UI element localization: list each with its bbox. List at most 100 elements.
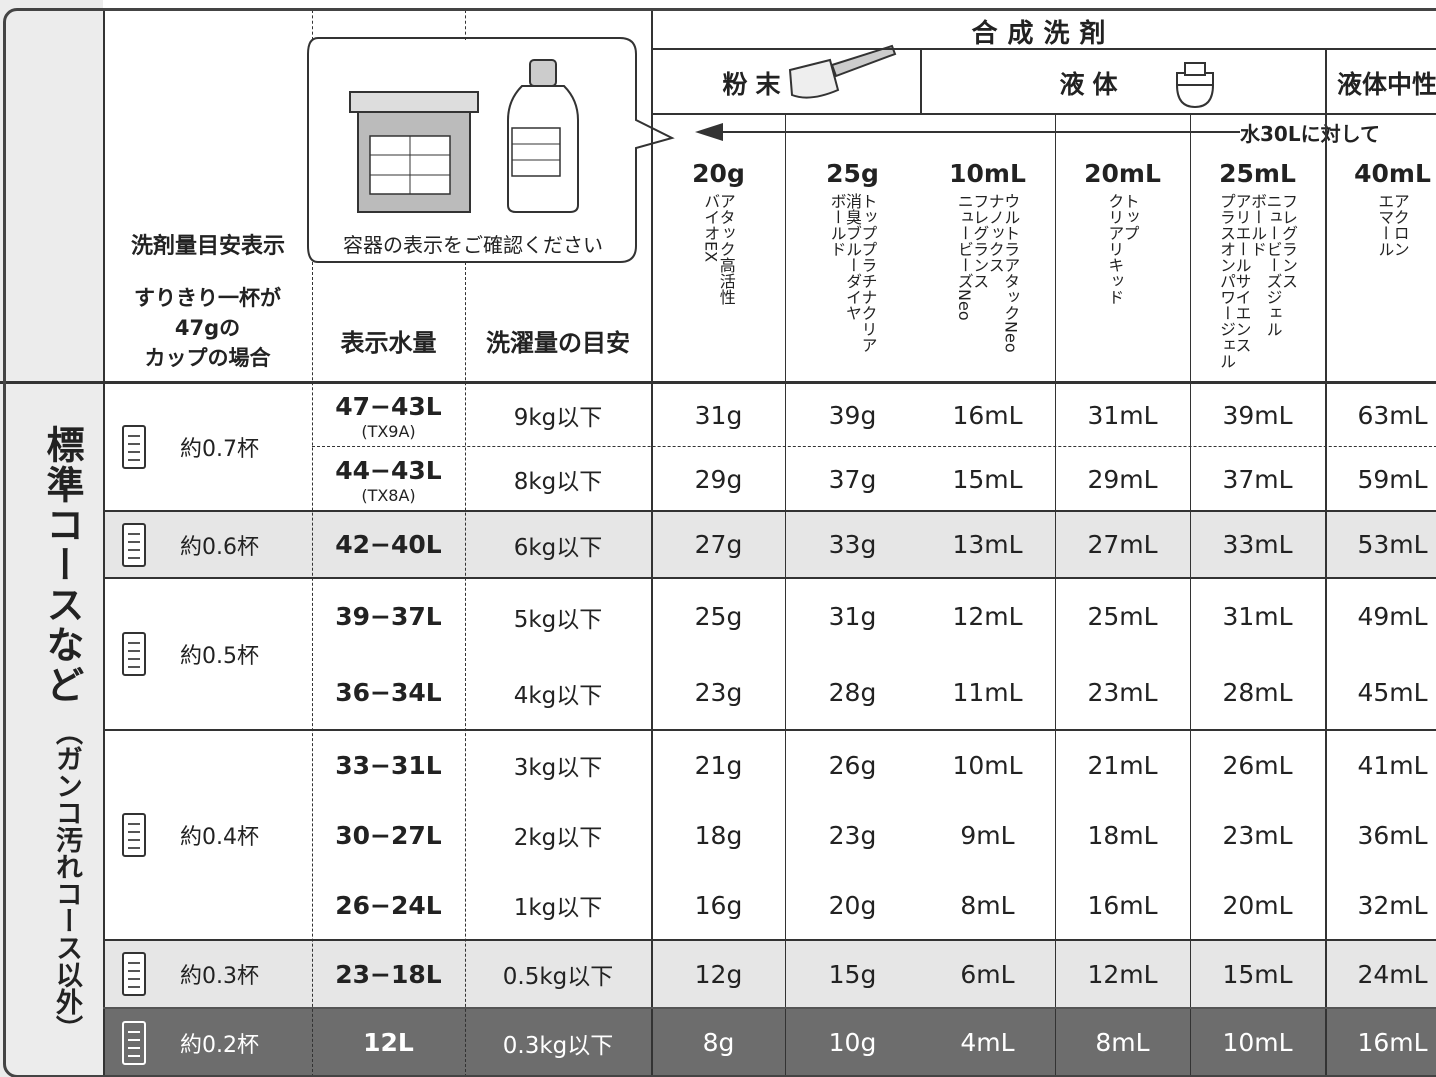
dose-value: 15mL <box>952 464 1023 494</box>
row-bg <box>103 940 1436 1008</box>
product-name: アクロン <box>1390 193 1410 257</box>
dose-value: 49mL <box>1357 602 1428 631</box>
product-name: プラスオンパワージェル <box>1217 193 1236 369</box>
h-line <box>103 1007 1436 1009</box>
water-range: 12L <box>363 1028 414 1057</box>
dose-amount: 20g <box>692 158 745 188</box>
water-header: 表示水量 <box>340 328 437 357</box>
dose-value: 39mL <box>1222 400 1293 430</box>
v-line <box>651 10 653 1077</box>
cup-mark <box>128 650 140 652</box>
cup-mark <box>128 658 140 660</box>
row-bg <box>103 1008 1436 1077</box>
row-bg <box>103 655 1436 730</box>
v-line <box>312 10 313 40</box>
dose-value: 39g <box>828 400 877 430</box>
v-line <box>465 262 466 1077</box>
group-label: 粉末 <box>722 69 789 99</box>
cup-icon <box>122 1020 146 1065</box>
water-range: 42−40L <box>335 530 442 559</box>
product-name: エマール <box>1375 193 1395 257</box>
dose-amount: 25mL <box>1219 158 1296 188</box>
cup-label: 約0.6杯 <box>180 534 259 560</box>
cup-mark <box>128 548 140 551</box>
v-line <box>103 10 105 1077</box>
cup-mark <box>128 666 140 668</box>
row-bg <box>103 730 1436 800</box>
product-name: ニュービーズNeo <box>954 193 974 321</box>
dose-value: 36mL <box>1357 820 1428 850</box>
dose-value: 16g <box>694 890 743 920</box>
product-name: ボールド <box>827 193 847 257</box>
dose-value: 8mL <box>960 890 1015 920</box>
h-line <box>103 510 1436 512</box>
dose-value: 4mL <box>960 1028 1015 1057</box>
v-line <box>1325 48 1327 1077</box>
dose-value: 21mL <box>1087 750 1158 780</box>
cup-icon <box>122 952 146 996</box>
load-amount: 1kg以下 <box>513 895 603 921</box>
cup-mark <box>128 839 140 841</box>
dose-value: 29mL <box>1087 464 1158 494</box>
cup-mark <box>128 642 140 644</box>
v-line <box>465 10 466 40</box>
h-line <box>0 381 1436 384</box>
cup-mark <box>128 978 140 980</box>
dose-value: 31g <box>828 602 877 631</box>
cup-note: すりきり一杯が <box>134 286 281 310</box>
dose-value: 21g <box>694 750 743 780</box>
dose-value: 28g <box>828 678 877 707</box>
load-amount: 0.5kg以下 <box>502 964 614 990</box>
product-name: ニュービーズジェル <box>1263 193 1283 337</box>
water-range: 23−18L <box>335 959 442 989</box>
dose-value: 26mL <box>1222 750 1293 780</box>
product-name: トッププラチナクリア <box>858 193 878 353</box>
dose-value: 16mL <box>1087 890 1158 920</box>
row-bg <box>103 383 1436 447</box>
cup-note: 47gの <box>174 316 241 340</box>
cup-mark <box>128 1054 140 1057</box>
product-name: フレグランス <box>1279 193 1298 289</box>
dose-value: 6mL <box>960 959 1015 989</box>
cup-mark <box>128 823 140 825</box>
load-amount: 0.3kg以下 <box>502 1032 614 1059</box>
detergent-title: 合成洗剤 <box>971 18 1116 49</box>
outer-border <box>3 8 1436 1077</box>
load-amount: 8kg以下 <box>513 469 603 495</box>
dose-value: 13mL <box>952 530 1023 559</box>
cup-mark <box>128 443 140 445</box>
dose-value: 20mL <box>1222 890 1293 920</box>
load-amount: 6kg以下 <box>513 534 603 561</box>
cup-mark <box>128 1030 140 1033</box>
dose-value: 45mL <box>1357 678 1428 707</box>
row-bg <box>103 578 1436 655</box>
model-name: (TX9A) <box>361 421 416 441</box>
dose-value: 31mL <box>1087 400 1158 430</box>
cup-mark <box>128 556 140 559</box>
product-name: アリエールサイエンス <box>1232 193 1252 353</box>
arrow-line <box>715 131 1255 133</box>
cup-mark <box>128 451 140 453</box>
water-range: 30−27L <box>335 820 442 850</box>
indicator-label: 洗剤量目安表示 <box>130 234 285 259</box>
water-range: 47−43L <box>335 391 442 421</box>
dose-value: 28mL <box>1222 678 1293 707</box>
product-name: バイオEX <box>701 193 721 263</box>
row-bg <box>103 447 1436 511</box>
dose-value: 26g <box>828 750 877 780</box>
cup-label: 約0.2杯 <box>180 1032 259 1058</box>
dose-value: 8mL <box>1095 1028 1150 1057</box>
dose-value: 12mL <box>1087 959 1158 989</box>
dose-value: 25mL <box>1087 602 1158 631</box>
row-bg <box>103 870 1436 940</box>
dose-value: 32mL <box>1357 890 1428 920</box>
load-amount: 5kg以下 <box>513 606 603 633</box>
dose-amount: 25g <box>826 158 879 188</box>
cup-label: 約0.7杯 <box>180 437 259 462</box>
cup-mark <box>128 459 140 461</box>
dose-value: 10mL <box>952 750 1023 780</box>
cup-mark <box>128 1038 140 1041</box>
water-range: 39−37L <box>335 602 442 631</box>
container-note: 容器の表示をご確認ください <box>343 232 603 257</box>
